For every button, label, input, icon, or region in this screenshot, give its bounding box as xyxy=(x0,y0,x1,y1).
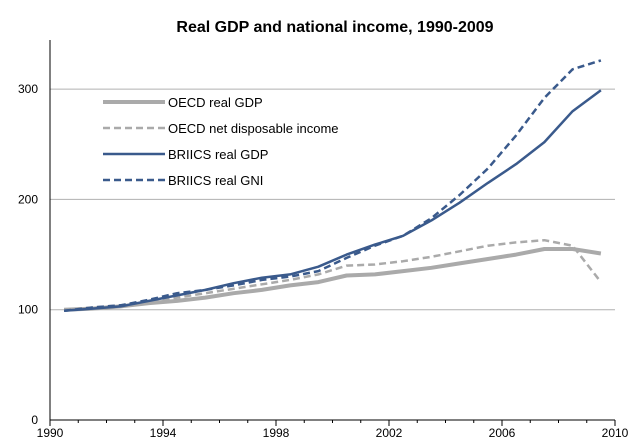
legend-label-1: OECD net disposable income xyxy=(168,121,339,136)
series-line-0 xyxy=(64,247,602,312)
x-tick-label-1: 1994 xyxy=(150,426,177,440)
tick-labels: 0 100 200 300 1990 1994 1998 2002 2006 2010 xyxy=(18,82,629,440)
legend-label-2: BRIICS real GDP xyxy=(168,147,268,162)
y-tick-label-2: 200 xyxy=(18,192,38,206)
x-tick-label-3: 2002 xyxy=(376,426,403,440)
chart-title: Real GDP and national income, 1990-2009 xyxy=(176,19,493,36)
y-tick-label-0: 0 xyxy=(31,413,38,427)
series-line-1 xyxy=(64,238,602,311)
x-tick-label-4: 2006 xyxy=(489,426,516,440)
x-tick-label-0: 1990 xyxy=(37,426,64,440)
axes xyxy=(49,40,616,426)
legend-label-3: BRIICS real GNI xyxy=(168,173,263,188)
x-tick-label-5: 2010 xyxy=(602,426,629,440)
y-tick-label-1: 100 xyxy=(18,303,38,317)
series-line-3 xyxy=(63,59,602,313)
series-lines xyxy=(63,59,602,313)
legend: OECD real GDP OECD net disposable income B… xyxy=(103,95,339,188)
y-tick-label-3: 300 xyxy=(18,82,38,96)
x-tick-label-2: 1998 xyxy=(263,426,290,440)
grid-lines xyxy=(50,88,615,311)
legend-label-0: OECD real GDP xyxy=(168,95,263,110)
